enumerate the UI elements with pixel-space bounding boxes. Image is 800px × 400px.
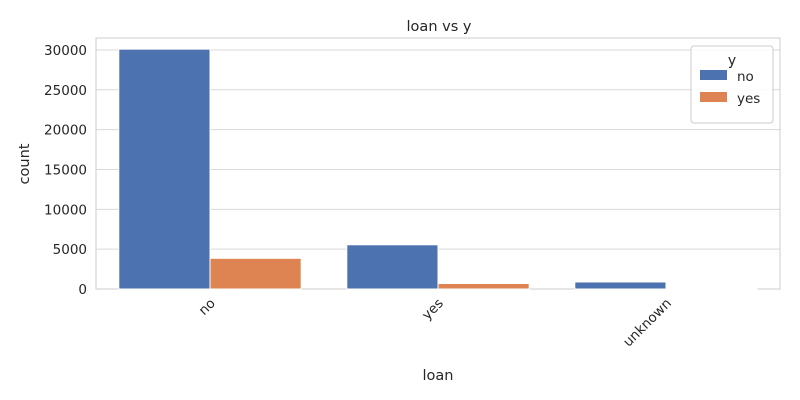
legend-swatch-no <box>700 70 727 80</box>
legend-label-yes: yes <box>737 91 760 107</box>
y-tick-label: 30000 <box>44 43 87 59</box>
y-tick-label: 0 <box>78 282 87 298</box>
x-tick-label: unknown <box>620 296 675 351</box>
y-axis-label: count <box>17 143 33 184</box>
legend: y no yes <box>690 45 774 124</box>
bar-unknown-yes <box>665 287 758 290</box>
legend-label-no: no <box>737 69 754 85</box>
bars <box>118 48 758 290</box>
x-axis-ticks: no yes unknown <box>196 296 675 351</box>
chart-title: loan vs y <box>407 19 472 35</box>
legend-swatch-yes <box>700 92 727 102</box>
legend-title: y <box>728 53 736 69</box>
bar-yes-no <box>346 244 439 290</box>
y-tick-label: 20000 <box>44 123 87 139</box>
x-tick-label: no <box>196 296 219 319</box>
x-tick-label: yes <box>419 296 447 324</box>
bar-no-no <box>118 48 211 290</box>
y-axis-ticks: 0 5000 10000 15000 20000 25000 30000 <box>44 43 87 298</box>
bar-unknown-no <box>574 281 667 290</box>
bar-yes-yes <box>437 283 530 290</box>
y-tick-label: 10000 <box>44 202 87 218</box>
bar-no-yes <box>209 257 302 290</box>
y-tick-label: 25000 <box>44 83 87 99</box>
x-axis-label: loan <box>423 368 454 384</box>
y-tick-label: 15000 <box>44 162 87 178</box>
legend-box <box>690 45 774 124</box>
y-tick-label: 5000 <box>53 242 87 258</box>
